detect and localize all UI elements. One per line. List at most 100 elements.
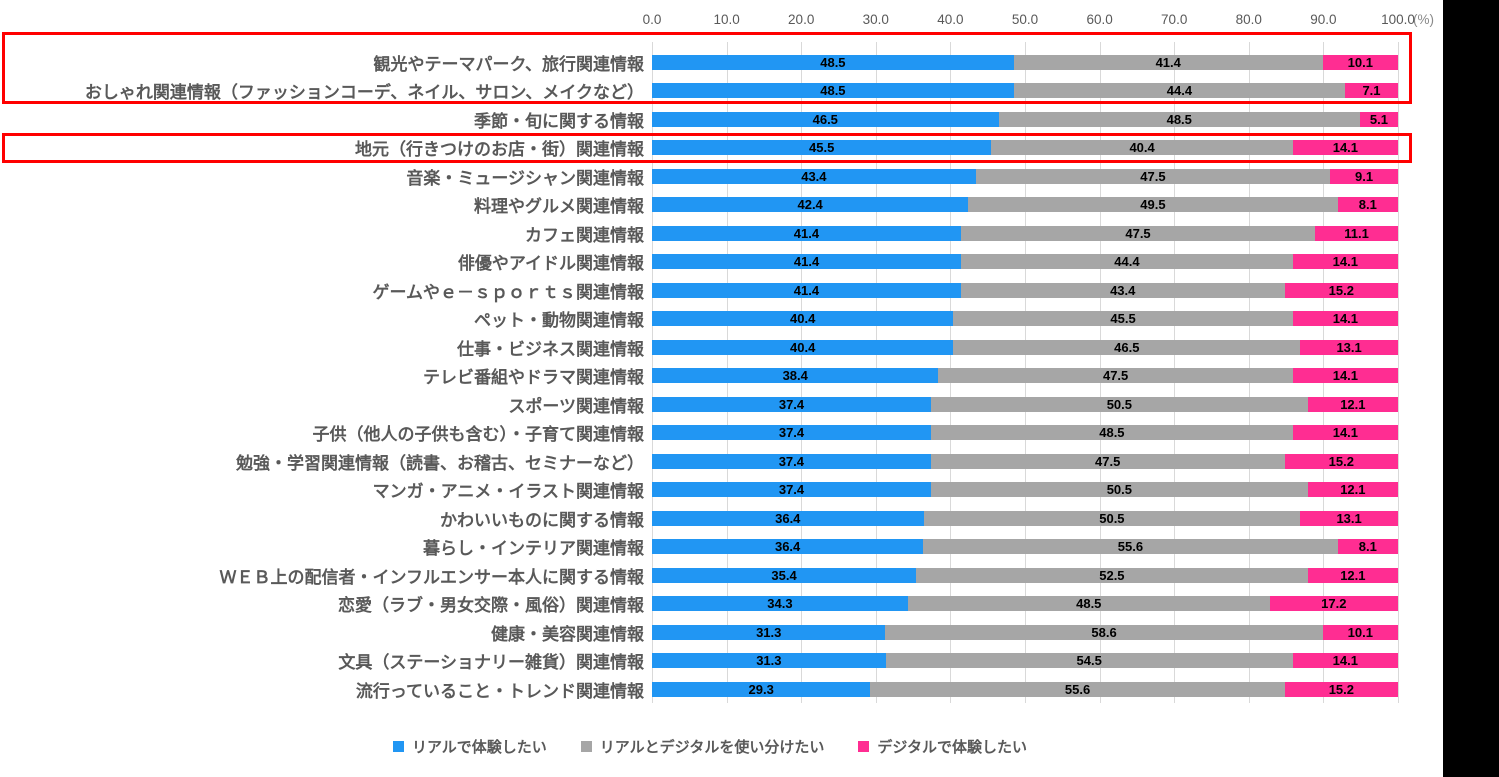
axis-tick-label: 30.0 xyxy=(862,12,889,27)
stacked-bar: 37.4 47.5 15.2 xyxy=(652,453,1398,469)
bar-segment-2: 58.6 xyxy=(885,624,1323,640)
stacked-bar: 31.3 58.6 10.1 xyxy=(652,624,1398,640)
bar-segment-1: 40.4 xyxy=(652,339,954,355)
axis-tick-label: 10.0 xyxy=(713,12,740,27)
legend-swatch-icon xyxy=(392,741,404,752)
data-label: 50.5 xyxy=(1106,482,1133,498)
data-label: 10.1 xyxy=(1347,54,1373,70)
stacked-bar: 43.4 47.5 9.1 xyxy=(652,168,1398,184)
stacked-bar: 37.4 50.5 12.1 xyxy=(652,396,1398,412)
axis-unit-label: (%) xyxy=(1413,12,1434,27)
data-label: 48.5 xyxy=(1076,596,1102,612)
bar-segment-2: 44.4 xyxy=(1013,83,1346,99)
category-label: 暮らし・インテリア関連情報 xyxy=(423,539,644,559)
data-label: 9.1 xyxy=(1354,168,1374,184)
stacked-bar: 36.4 55.6 8.1 xyxy=(652,539,1398,555)
data-label: 7.1 xyxy=(1362,83,1381,99)
bar-segment-2: 46.5 xyxy=(953,339,1301,355)
data-label: 14.1 xyxy=(1332,140,1359,156)
category-label: 季節・旬に関する情報 xyxy=(474,111,644,131)
data-label: 14.1 xyxy=(1332,368,1359,384)
data-label: 12.1 xyxy=(1340,482,1366,498)
data-label: 47.5 xyxy=(1102,368,1129,384)
bar-segment-1: 31.3 xyxy=(652,653,886,669)
bar-segment-3: 14.1 xyxy=(1292,368,1398,384)
axis-tick-label: 0.0 xyxy=(642,12,662,27)
legend-item-2: リアルとデジタルを使い分けたい xyxy=(580,736,824,757)
stacked-bar: 48.5 44.4 7.1 xyxy=(652,83,1398,99)
highlight-box-local-row xyxy=(2,133,1412,163)
bar-segment-1: 48.5 xyxy=(652,54,1014,70)
bar-segment-1: 37.4 xyxy=(652,425,931,441)
axis-tick-label: 90.0 xyxy=(1310,12,1337,27)
category-label: 健康・美容関連情報 xyxy=(491,624,644,644)
data-label: 47.5 xyxy=(1140,168,1166,184)
data-label: 49.5 xyxy=(1140,197,1166,213)
chart-row: おしゃれ関連情報（ファッションコーデ、ネイル、サロン、メイクなど） 48.5 44.… xyxy=(0,77,1398,106)
data-label: 37.4 xyxy=(778,453,805,469)
axis-tick-label: 80.0 xyxy=(1235,12,1262,27)
chart-row: スポーツ関連情報 37.4 50.5 12.1 xyxy=(0,390,1398,419)
stacked-bar: 42.4 49.5 8.1 xyxy=(652,197,1398,213)
axis-tick-label: 40.0 xyxy=(937,12,964,27)
category-label: 流行っていること・トレンド関連情報 xyxy=(355,681,644,701)
bar-segment-3: 12.1 xyxy=(1307,567,1398,583)
bar-segment-1: 37.4 xyxy=(652,482,931,498)
stacked-bar: 41.4 43.4 15.2 xyxy=(652,282,1398,298)
chart-row: 恋愛（ラブ・男女交際・風俗）関連情報 34.3 48.5 17.2 xyxy=(0,590,1398,619)
bar-segment-3: 14.1 xyxy=(1292,425,1398,441)
category-label: 観光やテーマパーク、旅行関連情報 xyxy=(373,54,644,74)
chart-row: 健康・美容関連情報 31.3 58.6 10.1 xyxy=(0,618,1398,647)
data-label: 11.1 xyxy=(1344,225,1369,241)
legend-label: リアルで体験したい xyxy=(411,739,547,756)
data-label: 46.5 xyxy=(1114,339,1140,355)
stacked-bar: 48.5 41.4 10.1 xyxy=(652,54,1398,70)
bar-segment-1: 45.5 xyxy=(652,140,992,156)
chart-row: 暮らし・インテリア関連情報 36.4 55.6 8.1 xyxy=(0,533,1398,562)
category-label: スポーツ関連情報 xyxy=(508,396,644,416)
bar-segment-1: 43.4 xyxy=(652,168,976,184)
chart-row: 勉強・学習関連情報（読書、お稽古、セミナーなど） 37.4 47.5 15.2 xyxy=(0,447,1398,476)
legend: リアルで体験したい リアルとデジタルを使い分けたい デジタルで体験したい xyxy=(0,736,1420,757)
axis-tick-label: 50.0 xyxy=(1011,12,1039,27)
data-label: 55.6 xyxy=(1064,681,1091,697)
data-label: 37.4 xyxy=(778,425,805,441)
chart-row: 季節・旬に関する情報 46.5 48.5 5.1 xyxy=(0,105,1398,134)
data-label: 8.1 xyxy=(1358,197,1377,213)
bar-segment-1: 48.5 xyxy=(652,83,1014,99)
stacked-bar: 36.4 50.5 13.1 xyxy=(652,510,1398,526)
data-label: 58.6 xyxy=(1091,624,1117,640)
bar-segment-1: 46.5 xyxy=(652,111,999,127)
category-label: 勉強・学習関連情報（読書、お稽古、セミナーなど） xyxy=(236,453,644,473)
bar-segment-2: 47.5 xyxy=(960,225,1316,241)
data-label: 5.1 xyxy=(1369,111,1388,127)
category-label: 文具（ステーショナリー雑貨）関連情報 xyxy=(338,653,644,673)
data-label: 42.4 xyxy=(797,197,823,213)
bar-segment-2: 50.5 xyxy=(931,482,1308,498)
stacked-bar: 38.4 47.5 14.1 xyxy=(652,368,1398,384)
bar-segment-1: 41.4 xyxy=(652,225,961,241)
data-label: 48.5 xyxy=(820,83,846,99)
data-label: 14.1 xyxy=(1332,653,1358,669)
legend-swatch-icon xyxy=(580,741,592,752)
stacked-bar: 46.5 48.5 5.1 xyxy=(652,111,1398,127)
bar-segment-1: 41.4 xyxy=(652,282,961,298)
bar-segment-2: 47.5 xyxy=(975,168,1331,184)
stacked-bar: 37.4 48.5 14.1 xyxy=(652,425,1398,441)
data-label: 14.1 xyxy=(1332,254,1358,270)
chart-row: 地元（行きつけのお店・街）関連情報 45.5 40.4 14.1 xyxy=(0,134,1398,163)
bar-segment-3: 10.1 xyxy=(1322,624,1398,640)
data-label: 43.4 xyxy=(1110,282,1136,298)
bar-segment-3: 5.1 xyxy=(1359,111,1398,127)
data-label: 15.2 xyxy=(1328,453,1354,469)
stacked-bar: 40.4 46.5 13.1 xyxy=(652,339,1398,355)
category-label: ＷＥＢ上の配信者・インフルエンサー本人に関する情報 xyxy=(219,567,645,587)
data-label: 47.5 xyxy=(1125,225,1151,241)
bar-segment-1: 36.4 xyxy=(652,539,924,555)
bar-segment-3: 14.1 xyxy=(1292,653,1398,669)
chart-row: 流行っていること・トレンド関連情報 29.3 55.6 15.2 xyxy=(0,675,1398,704)
bar-segment-3: 13.1 xyxy=(1300,510,1398,526)
bar-segment-3: 15.2 xyxy=(1284,282,1398,298)
bar-segment-1: 42.4 xyxy=(652,197,969,213)
data-label: 48.5 xyxy=(820,54,846,70)
